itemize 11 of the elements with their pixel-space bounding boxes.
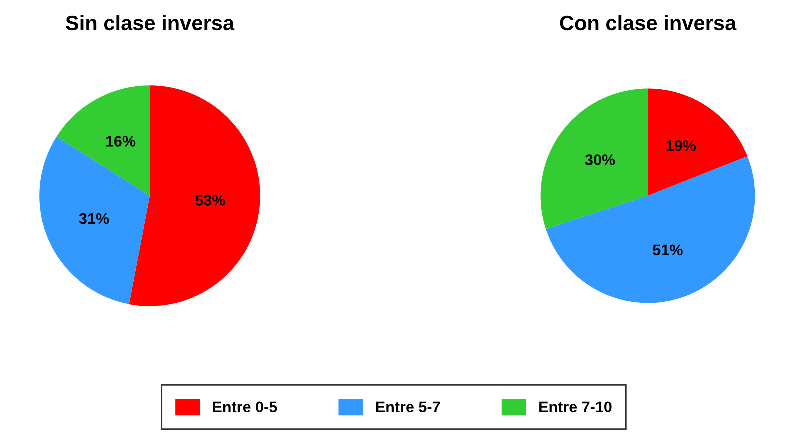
chart-title: Sin clase inversa <box>66 15 235 31</box>
data-label: 51% <box>653 244 683 256</box>
data-label: 16% <box>106 136 136 147</box>
legend-label: Entre 5-7 <box>376 402 440 413</box>
chart-title: Con clase inversa <box>560 15 737 31</box>
data-label: 53% <box>196 194 226 206</box>
data-label: 30% <box>585 154 616 166</box>
legend-label: Entre 0-5 <box>213 402 278 413</box>
data-label: 31% <box>79 213 110 224</box>
legend-label: Entre 7-10 <box>540 402 612 413</box>
data-label: 19% <box>666 140 696 152</box>
